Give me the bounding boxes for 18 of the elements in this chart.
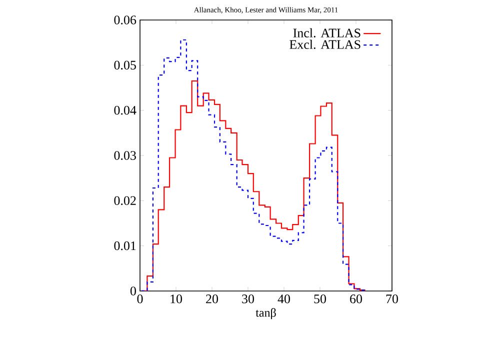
y-tick-label: 0.01 — [114, 241, 136, 250]
x-tick-label: 50 — [314, 294, 326, 304]
x-tick-label: 60 — [350, 294, 362, 304]
y-tick-label: 0 — [130, 286, 136, 296]
x-tick-label: 40 — [278, 294, 290, 304]
x-tick-label: 70 — [386, 294, 398, 304]
y-tick-label: 0.04 — [114, 106, 136, 115]
x-tick-label: 0 — [137, 294, 143, 304]
y-tick-label: 0.02 — [114, 196, 136, 206]
legend-label: Incl. ATLAS — [293, 28, 360, 38]
x-tick-label: 30 — [242, 294, 254, 304]
y-tick-label: 0.06 — [114, 16, 136, 24]
x-tick-label: 20 — [206, 294, 218, 304]
y-tick-label: 0.05 — [114, 60, 136, 70]
legend-label: Excl. ATLAS — [290, 40, 360, 49]
x-tick-label: 10 — [170, 294, 182, 304]
x-axis-title: tanβ — [256, 308, 276, 320]
y-tick-label: 0.03 — [114, 151, 136, 160]
